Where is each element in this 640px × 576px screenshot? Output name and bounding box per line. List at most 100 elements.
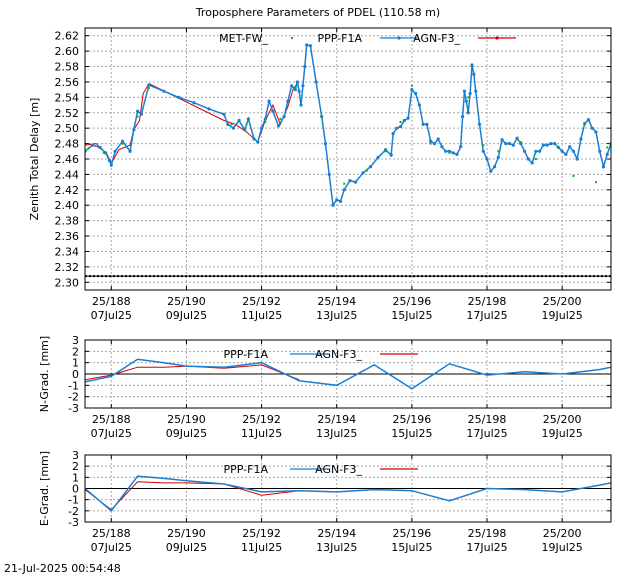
ztd-xtick-label-date: 07Jul25 [91, 309, 132, 322]
ztd-reference-marker [561, 275, 563, 278]
ztd-reference-marker [525, 275, 527, 278]
ztd-ppp-point [425, 122, 429, 126]
ztd-agn-f3-line [85, 81, 300, 165]
ngrad-ytick-label: 0 [72, 368, 79, 381]
ztd-ppp-point [301, 84, 305, 88]
ngrad-xtick-label-doy: 25/198 [468, 413, 507, 426]
ztd-reference-marker [313, 275, 315, 278]
ztd-ppp-point [256, 140, 260, 144]
ztd-ppp-point [560, 149, 564, 153]
ztd-xtick-label-date: 19Jul25 [542, 309, 583, 322]
ztd-xtick-label-date: 15Jul25 [391, 309, 432, 322]
ztd-reference-marker [481, 275, 483, 278]
ztd-reference-marker [417, 275, 419, 278]
ngrad-ytick-label: 3 [72, 334, 79, 347]
ztd-ppp-point [472, 72, 476, 76]
ztd-ppp-point [104, 151, 108, 155]
egrad-xtick-label-doy: 25/190 [167, 527, 206, 540]
ztd-ytick-label: 2.42 [55, 184, 80, 197]
ztd-reference-marker [289, 275, 291, 278]
ztd-met-point [384, 150, 387, 153]
ztd-ytick-label: 2.40 [55, 199, 80, 212]
ztd-ppp-point [553, 141, 557, 146]
ztd-legend-label: AGN-F3_ [413, 32, 460, 45]
ztd-met-point [102, 151, 105, 154]
ztd-ppp-point [226, 122, 230, 126]
ztd-ppp-point [451, 151, 455, 155]
ztd-reference-marker [133, 275, 135, 278]
ztd-ppp-point [586, 118, 591, 122]
ztd-reference-marker [165, 275, 167, 278]
ztd-ppp-point [496, 155, 500, 160]
ztd-ppp-point [549, 141, 553, 146]
ztd-met-point [245, 123, 248, 126]
ngrad-xtick-label-date: 11Jul25 [241, 427, 282, 440]
ztd-met-point [410, 84, 413, 87]
ztd-ppp-point [252, 137, 256, 141]
ztd-reference-marker [589, 275, 591, 278]
ztd-ppp-point [402, 118, 406, 123]
ztd-legend-swatch-marker [495, 36, 499, 40]
ztd-reference-marker [413, 275, 415, 278]
ngrad-xtick-label-date: 15Jul25 [391, 427, 432, 440]
ztd-reference-marker [465, 275, 467, 278]
ztd-reference-marker [441, 275, 443, 278]
ztd-reference-marker [213, 275, 215, 278]
ztd-reference-marker [437, 275, 439, 278]
ngrad-ppp-f1aline [85, 358, 611, 390]
ztd-reference-marker [609, 275, 611, 278]
ztd-xtick-label-doy: 25/190 [167, 295, 206, 308]
ztd-reference-marker [297, 275, 299, 278]
ztd-ytick-label: 2.38 [55, 215, 80, 228]
ztd-ppp-point [504, 141, 508, 146]
ztd-reference-marker [309, 275, 311, 278]
ztd-ppp-point [530, 161, 534, 165]
ztd-met-point [557, 146, 560, 149]
ztd-reference-marker [361, 275, 363, 278]
ztd-reference-marker [577, 275, 579, 278]
ztd-reference-marker [513, 275, 515, 278]
ztd-reference-marker [353, 275, 355, 278]
ztd-ppp-point [399, 125, 403, 129]
ztd-ppp-f1aline [85, 44, 611, 208]
ztd-reference-marker [305, 275, 307, 278]
ztd-ppp-point [243, 128, 247, 132]
ztd-reference-marker [401, 275, 403, 278]
ztd-ppp-point [299, 103, 303, 107]
ngrad-ytick-label: -2 [68, 391, 79, 404]
ztd-ppp-point [389, 153, 393, 157]
ztd-reference-marker [201, 275, 203, 278]
egrad-ytick-label: 2 [72, 460, 79, 473]
ztd-ppp-point [541, 143, 545, 147]
ztd-ppp-point [571, 149, 576, 153]
ztd-reference-marker [593, 275, 595, 278]
ztd-reference-marker [321, 275, 323, 278]
ztd-ppp-point [466, 111, 470, 115]
ztd-reference-marker [117, 275, 119, 278]
ztd-ppp-point [421, 122, 425, 126]
ztd-met-point [534, 158, 537, 160]
ngrad-legend-label: AGN-F3_ [315, 348, 362, 361]
ztd-reference-marker [337, 275, 339, 278]
ztd-ppp-point [455, 152, 459, 156]
ztd-reference-marker [261, 275, 263, 278]
ztd-ppp-point [259, 126, 264, 130]
ngrad-xtick-label-date: 07Jul25 [91, 427, 132, 440]
ztd-reference-marker [345, 275, 347, 278]
ngrad-ylabel: N-Grad. [mm] [38, 336, 51, 412]
ztd-ppp-point [481, 149, 485, 153]
ztd-ppp-point [282, 115, 286, 119]
ztd-reference-marker [445, 275, 447, 278]
ztd-ppp-point [231, 126, 236, 130]
ztd-reference-marker [405, 275, 407, 278]
ztd-reference-marker [489, 275, 491, 278]
ztd-reference-marker [325, 275, 327, 278]
ztd-reference-marker [477, 275, 479, 278]
ztd-ppp-point [395, 126, 399, 130]
ztd-reference-marker [397, 275, 399, 278]
ztd-reference-marker [225, 275, 227, 278]
ztd-reference-marker [317, 275, 319, 278]
ztd-reference-marker [101, 275, 103, 278]
ztd-ppp-point [290, 84, 294, 88]
